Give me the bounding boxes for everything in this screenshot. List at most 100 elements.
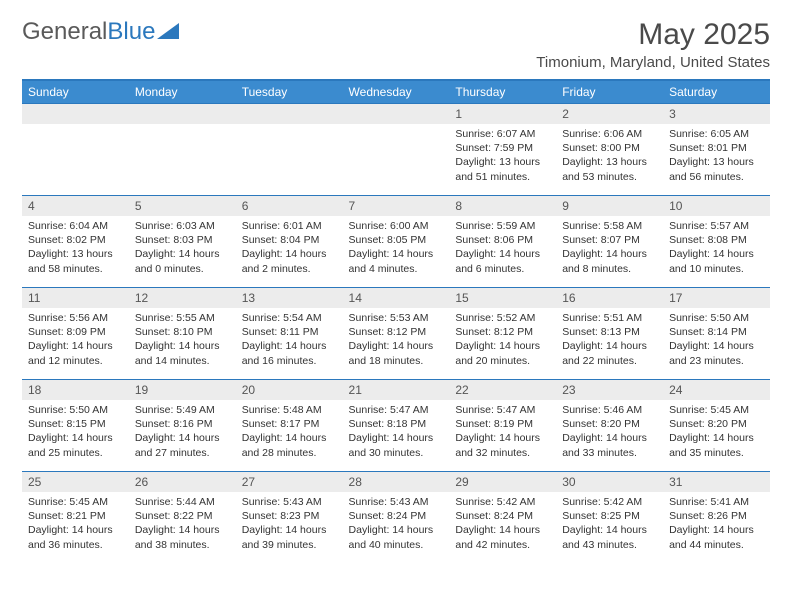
day-cell: 6Sunrise: 6:01 AMSunset: 8:04 PMDaylight… [236,196,343,288]
daylight-text: Daylight: 14 hours and 39 minutes. [242,523,337,551]
day-cell [129,104,236,196]
day-header: Monday [129,80,236,104]
sunrise-text: Sunrise: 5:53 AM [349,311,444,325]
header: GeneralBlue May 2025 Timonium, Maryland,… [22,18,770,71]
sunset-text: Sunset: 8:05 PM [349,233,444,247]
day-details: Sunrise: 5:45 AMSunset: 8:21 PMDaylight:… [22,492,129,558]
sunrise-text: Sunrise: 5:43 AM [242,495,337,509]
daylight-text: Daylight: 14 hours and 23 minutes. [669,339,764,367]
day-number: 17 [663,288,770,308]
sunset-text: Sunset: 8:20 PM [669,417,764,431]
day-number: 10 [663,196,770,216]
day-number: 12 [129,288,236,308]
day-details: Sunrise: 6:04 AMSunset: 8:02 PMDaylight:… [22,216,129,282]
sunrise-text: Sunrise: 5:48 AM [242,403,337,417]
day-number: 28 [343,472,450,492]
day-details: Sunrise: 5:53 AMSunset: 8:12 PMDaylight:… [343,308,450,374]
day-header: Thursday [449,80,556,104]
day-cell: 16Sunrise: 5:51 AMSunset: 8:13 PMDayligh… [556,288,663,380]
day-details: Sunrise: 5:44 AMSunset: 8:22 PMDaylight:… [129,492,236,558]
day-cell: 20Sunrise: 5:48 AMSunset: 8:17 PMDayligh… [236,380,343,472]
sunset-text: Sunset: 8:06 PM [455,233,550,247]
day-cell: 18Sunrise: 5:50 AMSunset: 8:15 PMDayligh… [22,380,129,472]
sunrise-text: Sunrise: 5:49 AM [135,403,230,417]
day-number [343,104,450,124]
day-header: Friday [556,80,663,104]
daylight-text: Daylight: 14 hours and 14 minutes. [135,339,230,367]
sunset-text: Sunset: 8:25 PM [562,509,657,523]
day-cell: 23Sunrise: 5:46 AMSunset: 8:20 PMDayligh… [556,380,663,472]
day-number: 26 [129,472,236,492]
day-details: Sunrise: 5:47 AMSunset: 8:19 PMDaylight:… [449,400,556,466]
sunrise-text: Sunrise: 6:07 AM [455,127,550,141]
day-header: Saturday [663,80,770,104]
sunrise-text: Sunrise: 5:47 AM [349,403,444,417]
sunset-text: Sunset: 8:13 PM [562,325,657,339]
day-number: 16 [556,288,663,308]
day-details: Sunrise: 5:50 AMSunset: 8:15 PMDaylight:… [22,400,129,466]
day-cell: 17Sunrise: 5:50 AMSunset: 8:14 PMDayligh… [663,288,770,380]
day-details: Sunrise: 5:41 AMSunset: 8:26 PMDaylight:… [663,492,770,558]
sunrise-text: Sunrise: 5:55 AM [135,311,230,325]
day-number: 19 [129,380,236,400]
daylight-text: Daylight: 14 hours and 43 minutes. [562,523,657,551]
day-details: Sunrise: 5:49 AMSunset: 8:16 PMDaylight:… [129,400,236,466]
day-cell: 28Sunrise: 5:43 AMSunset: 8:24 PMDayligh… [343,472,450,564]
title-block: May 2025 Timonium, Maryland, United Stat… [536,18,770,71]
day-number: 3 [663,104,770,124]
sunset-text: Sunset: 8:26 PM [669,509,764,523]
day-number: 31 [663,472,770,492]
day-details: Sunrise: 6:00 AMSunset: 8:05 PMDaylight:… [343,216,450,282]
day-number: 20 [236,380,343,400]
day-cell: 3Sunrise: 6:05 AMSunset: 8:01 PMDaylight… [663,104,770,196]
day-cell: 10Sunrise: 5:57 AMSunset: 8:08 PMDayligh… [663,196,770,288]
sunset-text: Sunset: 8:12 PM [455,325,550,339]
daylight-text: Daylight: 14 hours and 2 minutes. [242,247,337,275]
sunset-text: Sunset: 8:04 PM [242,233,337,247]
day-details: Sunrise: 5:45 AMSunset: 8:20 PMDaylight:… [663,400,770,466]
day-details: Sunrise: 5:42 AMSunset: 8:24 PMDaylight:… [449,492,556,558]
day-number: 11 [22,288,129,308]
day-number: 24 [663,380,770,400]
daylight-text: Daylight: 14 hours and 16 minutes. [242,339,337,367]
daylight-text: Daylight: 14 hours and 8 minutes. [562,247,657,275]
sunrise-text: Sunrise: 5:47 AM [455,403,550,417]
day-details: Sunrise: 5:46 AMSunset: 8:20 PMDaylight:… [556,400,663,466]
sunrise-text: Sunrise: 5:50 AM [669,311,764,325]
day-number: 6 [236,196,343,216]
sunset-text: Sunset: 8:20 PM [562,417,657,431]
daylight-text: Daylight: 14 hours and 44 minutes. [669,523,764,551]
daylight-text: Daylight: 14 hours and 38 minutes. [135,523,230,551]
day-details: Sunrise: 5:58 AMSunset: 8:07 PMDaylight:… [556,216,663,282]
sunset-text: Sunset: 8:21 PM [28,509,123,523]
sunrise-text: Sunrise: 5:59 AM [455,219,550,233]
location-text: Timonium, Maryland, United States [536,54,770,71]
sunset-text: Sunset: 8:24 PM [349,509,444,523]
day-details: Sunrise: 6:03 AMSunset: 8:03 PMDaylight:… [129,216,236,282]
sunset-text: Sunset: 8:10 PM [135,325,230,339]
sunrise-text: Sunrise: 6:00 AM [349,219,444,233]
sunset-text: Sunset: 8:19 PM [455,417,550,431]
day-number: 18 [22,380,129,400]
day-cell: 27Sunrise: 5:43 AMSunset: 8:23 PMDayligh… [236,472,343,564]
sunset-text: Sunset: 8:15 PM [28,417,123,431]
daylight-text: Daylight: 14 hours and 32 minutes. [455,431,550,459]
sunrise-text: Sunrise: 5:43 AM [349,495,444,509]
day-cell [22,104,129,196]
daylight-text: Daylight: 14 hours and 33 minutes. [562,431,657,459]
day-cell: 5Sunrise: 6:03 AMSunset: 8:03 PMDaylight… [129,196,236,288]
sunrise-text: Sunrise: 5:45 AM [669,403,764,417]
day-details: Sunrise: 5:54 AMSunset: 8:11 PMDaylight:… [236,308,343,374]
day-cell: 14Sunrise: 5:53 AMSunset: 8:12 PMDayligh… [343,288,450,380]
sunrise-text: Sunrise: 5:42 AM [455,495,550,509]
day-header-row: SundayMondayTuesdayWednesdayThursdayFrid… [22,80,770,104]
sunset-text: Sunset: 8:18 PM [349,417,444,431]
day-number: 25 [22,472,129,492]
sunset-text: Sunset: 8:07 PM [562,233,657,247]
day-cell: 19Sunrise: 5:49 AMSunset: 8:16 PMDayligh… [129,380,236,472]
day-cell: 1Sunrise: 6:07 AMSunset: 7:59 PMDaylight… [449,104,556,196]
sunrise-text: Sunrise: 5:46 AM [562,403,657,417]
day-cell: 22Sunrise: 5:47 AMSunset: 8:19 PMDayligh… [449,380,556,472]
sunset-text: Sunset: 8:02 PM [28,233,123,247]
day-number: 7 [343,196,450,216]
